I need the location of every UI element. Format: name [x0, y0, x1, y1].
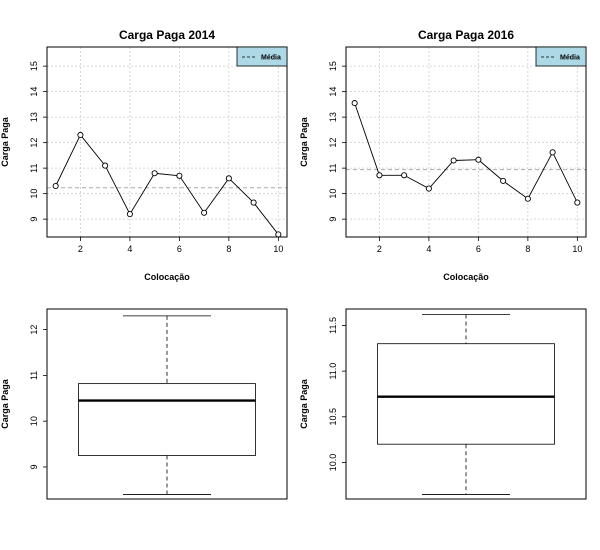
grid: [47, 47, 287, 237]
plot-frame: [345, 308, 587, 500]
x-tick-label: 8: [525, 244, 530, 254]
y-axis-ticks: 9 10 11 12 13 14 15: [328, 61, 346, 222]
series-line: [354, 102, 578, 203]
y-tick-label: 10: [29, 416, 39, 426]
y-tick-label: 11: [29, 163, 39, 172]
data-point: [475, 156, 482, 163]
y-tick-label: 13: [328, 112, 338, 122]
data-point: [549, 149, 556, 156]
x-tick-label: 6: [177, 244, 182, 254]
x-tick-label: 10: [273, 244, 283, 254]
x-axis-ticks: 2 4 6 8 10: [377, 237, 582, 254]
data-point: [500, 177, 507, 184]
y-tick-label: 10.0: [328, 454, 338, 472]
y-tick-label: 14: [328, 87, 338, 97]
data-point: [376, 172, 383, 179]
series-path: [55, 134, 279, 235]
legend-label: Média: [261, 55, 281, 62]
y-tick-label: 15: [328, 61, 338, 71]
y-axis-ticks: 9 10 11 12: [29, 325, 47, 469]
y-tick-label: 10: [29, 189, 39, 199]
line-chart-2016: Carga Paga 2016 2 4 6 8 10 9 10 11 12 13 14 15 Méd…: [299, 28, 587, 282]
series-points: [52, 131, 282, 238]
data-point: [225, 175, 232, 182]
y-tick-label: 12: [29, 325, 39, 335]
chart-title: Carga Paga 2014: [119, 28, 215, 42]
data-point: [450, 157, 457, 164]
x-tick-label: 2: [78, 244, 83, 254]
legend-box: [236, 46, 288, 67]
plot-frame: [345, 46, 587, 238]
data-point: [176, 172, 183, 179]
y-tick-label: 11: [29, 371, 39, 380]
data-point: [425, 185, 432, 192]
y-tick-label: 10: [328, 189, 338, 199]
data-point: [401, 172, 408, 179]
x-tick-label: 8: [226, 244, 231, 254]
data-point: [574, 199, 581, 206]
data-point: [275, 231, 282, 238]
y-axis-label: Carga Paga: [0, 378, 10, 429]
data-point: [250, 199, 257, 206]
x-tick-label: 2: [377, 244, 382, 254]
plot-frame: [46, 46, 288, 238]
y-tick-label: 13: [29, 112, 39, 122]
box-elements: [377, 314, 555, 495]
box-elements: [78, 315, 256, 495]
x-tick-label: 4: [426, 244, 431, 254]
x-tick-label: 6: [476, 244, 481, 254]
legend: Média: [535, 46, 587, 67]
series-line: [55, 134, 279, 235]
iqr-box: [377, 343, 555, 445]
data-point: [151, 170, 158, 177]
series-points: [351, 100, 581, 206]
y-tick-label: 11.0: [328, 363, 338, 380]
y-tick-label: 14: [29, 87, 39, 97]
y-axis-ticks: 10.0 10.5 11.0 11.5: [328, 317, 346, 471]
data-point: [102, 162, 109, 169]
x-axis-ticks: 2 4 6 8 10: [78, 237, 283, 254]
boxplot-2014: 9 10 11 12 Carga Paga: [0, 308, 288, 500]
x-axis-label: Colocação: [144, 272, 190, 282]
data-point: [201, 209, 208, 216]
line-chart-2014: Carga Paga 2014 2 4 6 8 10 9 10 11 12 13 14 15 Méd…: [0, 28, 288, 282]
y-tick-label: 9: [29, 464, 39, 469]
y-tick-label: 15: [29, 61, 39, 71]
data-point: [126, 210, 133, 218]
legend-label: Média: [560, 55, 580, 62]
y-tick-label: 10.5: [328, 408, 338, 426]
data-point: [351, 100, 358, 107]
x-tick-label: 10: [572, 244, 582, 254]
legend-box: [535, 46, 587, 67]
y-axis-label: Carga Paga: [299, 116, 309, 167]
iqr-box: [78, 383, 256, 456]
data-point: [52, 182, 59, 190]
y-tick-label: 12: [328, 138, 338, 148]
series-path: [354, 102, 578, 203]
y-tick-label: 9: [328, 217, 338, 222]
y-tick-label: 11: [328, 163, 338, 172]
y-tick-label: 9: [29, 217, 39, 222]
y-axis-label: Carga Paga: [299, 378, 309, 429]
y-tick-label: 12: [29, 138, 39, 148]
x-axis-label: Colocação: [443, 272, 489, 282]
y-axis-label: Carga Paga: [0, 116, 10, 167]
data-point: [77, 131, 84, 139]
x-tick-label: 4: [127, 244, 132, 254]
y-axis-ticks: 9 10 11 12 13 14 15: [29, 61, 47, 222]
plot-frame: [46, 308, 288, 500]
y-tick-label: 11.5: [328, 317, 338, 334]
data-point: [524, 195, 531, 202]
grid: [346, 47, 586, 237]
boxplot-2016: 10.0 10.5 11.0 11.5 Carga Paga: [299, 308, 587, 500]
legend: Média: [236, 46, 288, 67]
chart-title: Carga Paga 2016: [418, 28, 514, 42]
